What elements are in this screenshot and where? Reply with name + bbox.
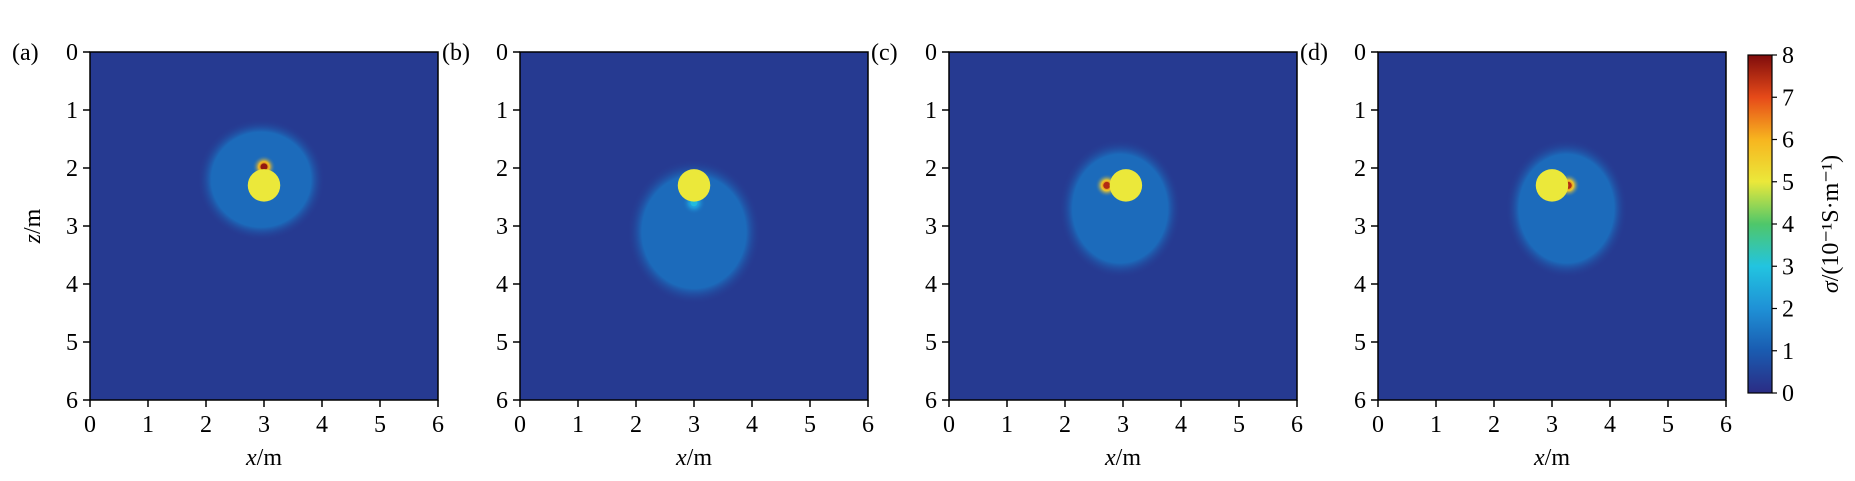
x-tick-label: 3: [1546, 412, 1558, 438]
y-tick-label: 5: [66, 330, 78, 356]
y-tick-label: 6: [925, 388, 937, 414]
panel-label: (a): [12, 40, 39, 66]
y-tick-label: 3: [925, 214, 937, 240]
colorbar-tick-label: 1: [1782, 339, 1794, 365]
colorbar-label: σ/(10⁻¹S·m⁻¹): [1818, 155, 1844, 293]
panel-label: (d): [1300, 40, 1328, 66]
y-tick-label: 4: [1354, 272, 1366, 298]
y-tick-label: 0: [66, 40, 78, 66]
y-tick-label: 6: [1354, 388, 1366, 414]
colorbar-gradient: [1747, 54, 1773, 394]
y-tick-label: 5: [1354, 330, 1366, 356]
y-tick-label: 3: [1354, 214, 1366, 240]
y-tick-label: 5: [496, 330, 508, 356]
x-tick-label: 6: [432, 412, 444, 438]
x-tick-label: 0: [943, 412, 955, 438]
x-axis-label: x/m: [245, 445, 282, 471]
x-tick-label: 1: [572, 412, 584, 438]
x-tick-label: 3: [1117, 412, 1129, 438]
target-body: [677, 169, 711, 202]
target-body: [247, 169, 281, 202]
colorbar-tick-label: 6: [1782, 128, 1794, 154]
y-tick-label: 2: [925, 156, 937, 182]
y-tick-label: 0: [1354, 40, 1366, 66]
x-tick-label: 4: [1175, 412, 1187, 438]
x-tick-label: 4: [316, 412, 328, 438]
y-tick-label: 1: [925, 98, 937, 124]
x-axis-label: x/m: [1104, 445, 1141, 471]
y-tick-label: 0: [925, 40, 937, 66]
x-tick-label: 5: [1233, 412, 1245, 438]
x-tick-label: 2: [1059, 412, 1071, 438]
colorbar-tick-label: 8: [1782, 43, 1794, 69]
y-tick-label: 5: [925, 330, 937, 356]
x-tick-label: 3: [688, 412, 700, 438]
halo-region: [1059, 139, 1181, 279]
y-tick-label: 4: [925, 272, 937, 298]
halo-region: [1505, 139, 1628, 279]
colorbar-tick-label: 0: [1782, 381, 1794, 407]
x-tick-label: 6: [862, 412, 874, 438]
x-axis-label: x/m: [1533, 445, 1570, 471]
heatmap-d: [1378, 52, 1726, 400]
x-tick-label: 6: [1291, 412, 1303, 438]
target-body: [1535, 169, 1569, 202]
x-tick-label: 4: [746, 412, 758, 438]
y-tick-label: 6: [496, 388, 508, 414]
x-tick-label: 5: [804, 412, 816, 438]
y-tick-label: 1: [66, 98, 78, 124]
x-tick-label: 5: [374, 412, 386, 438]
x-tick-label: 4: [1604, 412, 1616, 438]
heatmap-b: [520, 52, 868, 400]
colorbar-tick-label: 4: [1782, 212, 1794, 238]
y-tick-label: 1: [1354, 98, 1366, 124]
x-tick-label: 0: [84, 412, 96, 438]
x-tick-label: 2: [200, 412, 212, 438]
peak-core: [260, 163, 268, 171]
y-tick-label: 3: [496, 214, 508, 240]
panel-label: (b): [442, 40, 470, 66]
x-tick-label: 0: [514, 412, 526, 438]
y-axis-label: z/m: [20, 208, 46, 244]
x-tick-label: 2: [630, 412, 642, 438]
halo-region: [627, 159, 761, 305]
colorbar-tick-label: 5: [1782, 170, 1794, 196]
colorbar: 0 1 2 3 4 5 6 7 8 σ/(10⁻¹S·m⁻¹): [1747, 43, 1844, 407]
x-tick-label: 1: [1430, 412, 1442, 438]
y-tick-label: 1: [496, 98, 508, 124]
colorbar-tick-label: 3: [1782, 254, 1794, 280]
y-tick-label: 0: [496, 40, 508, 66]
heatmap-a: [90, 52, 438, 400]
x-tick-label: 3: [258, 412, 270, 438]
x-tick-label: 5: [1662, 412, 1674, 438]
x-tick-label: 0: [1372, 412, 1384, 438]
colorbar-tick-label: 2: [1782, 297, 1794, 323]
y-tick-label: 4: [66, 272, 78, 298]
x-tick-label: 1: [1001, 412, 1013, 438]
y-tick-label: 2: [496, 156, 508, 182]
y-tick-label: 4: [496, 272, 508, 298]
y-tick-label: 2: [1354, 156, 1366, 182]
peak-core: [1103, 181, 1111, 189]
x-axis-label: x/m: [675, 445, 712, 471]
target-body: [1109, 169, 1143, 202]
panel-label: (c): [871, 40, 898, 66]
colorbar-tick-label: 7: [1782, 85, 1794, 111]
heatmap-c: [949, 52, 1297, 400]
x-tick-label: 6: [1720, 412, 1732, 438]
y-tick-label: 6: [66, 388, 78, 414]
y-tick-label: 3: [66, 214, 78, 240]
x-tick-label: 2: [1488, 412, 1500, 438]
x-tick-label: 1: [142, 412, 154, 438]
y-tick-label: 2: [66, 156, 78, 182]
